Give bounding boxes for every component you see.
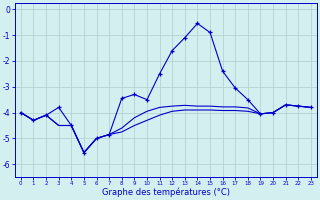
X-axis label: Graphe des températures (°C): Graphe des températures (°C)	[102, 188, 230, 197]
